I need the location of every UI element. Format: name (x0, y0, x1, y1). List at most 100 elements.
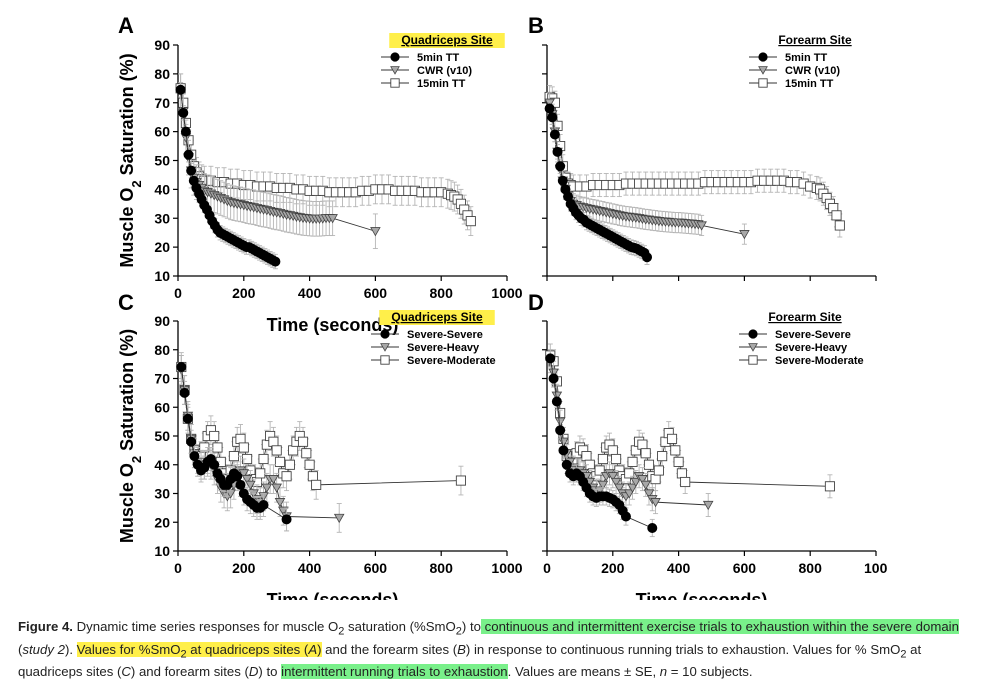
data-point-triangle (643, 489, 655, 499)
data-point-circle (548, 373, 559, 384)
legend-entry: 15min TT (785, 78, 834, 90)
data-point-triangle (327, 214, 338, 224)
x-tick-label: 0 (543, 560, 551, 576)
y-tick-label: 10 (154, 543, 170, 559)
panel-letter: A (118, 13, 134, 38)
y-axis-label: Muscle O2 Saturation (%) (117, 329, 144, 543)
data-point-square (390, 78, 400, 88)
data-point-circle (189, 451, 200, 462)
data-point-square (831, 210, 842, 221)
panel-letter: C (118, 290, 134, 315)
data-point-circle (558, 445, 569, 456)
data-point-square (640, 448, 651, 459)
data-point-triangle (758, 66, 768, 75)
data-point-triangle (274, 498, 286, 508)
data-point-square (594, 465, 605, 476)
y-tick-label: 90 (154, 37, 170, 53)
x-tick-label: 0 (174, 285, 182, 301)
x-tick-label: 800 (430, 285, 454, 301)
data-point-circle (183, 149, 194, 160)
x-tick-label: 200 (232, 285, 256, 301)
caption-text: at quadriceps sites ( (186, 641, 309, 657)
caption-subscript: 2 (455, 625, 462, 638)
data-point-circle (561, 459, 572, 470)
series-15min-tt (544, 84, 845, 238)
legend-entry: CWR (v10) (785, 65, 840, 77)
caption-text: . Values are means ± SE, (507, 664, 660, 680)
caption-text: at quadriceps sites ( (18, 641, 922, 680)
data-point-circle (380, 329, 390, 339)
caption-text: ) and forearm sites ( (130, 664, 249, 680)
data-point-circle (544, 103, 555, 114)
y-tick-label: 60 (154, 124, 170, 140)
data-point-circle (281, 514, 292, 525)
data-point-square (465, 216, 476, 227)
data-point-square (209, 430, 220, 442)
series-15min-tt (175, 73, 476, 237)
caption-emphasis: B (457, 641, 466, 657)
data-point-circle (547, 112, 558, 123)
data-point-circle (182, 413, 193, 424)
data-point-circle (186, 436, 197, 447)
data-point-square (607, 445, 618, 456)
legend-title: Forearm Site (768, 310, 842, 324)
data-point-circle (390, 52, 400, 62)
caption-text: Values for %SmO (76, 641, 181, 657)
caption-emphasis: study 2 (22, 641, 65, 657)
x-tick-label: 1000 (491, 285, 522, 301)
x-tick-label: 600 (364, 285, 388, 301)
x-axis-label: Time (seconds) (636, 590, 768, 600)
data-point-square (268, 436, 279, 447)
data-point-triangle (610, 477, 622, 488)
x-tick-label: 400 (298, 285, 322, 301)
caption-subscript: 2 (338, 625, 345, 638)
x-tick-label: 600 (364, 560, 388, 576)
caption-highlight-quadriceps: Values for %SmO2 at quadriceps sites (A) (76, 641, 322, 660)
caption-emphasis: n (659, 664, 668, 680)
x-tick-label: 200 (601, 560, 625, 576)
data-point-triangle (630, 477, 642, 488)
data-point-square (380, 355, 390, 365)
data-point-triangle (390, 66, 400, 75)
data-point-triangle (333, 513, 345, 524)
y-tick-label: 40 (154, 181, 170, 197)
y-tick-label: 40 (154, 457, 170, 473)
data-point-square (824, 481, 835, 492)
data-point-triangle (268, 475, 279, 485)
caption-highlight-intermittent: intermittent running trials to exhaustio… (281, 664, 508, 680)
data-point-square (238, 442, 249, 453)
x-tick-label: 1000 (491, 560, 522, 576)
data-point-square (643, 459, 655, 470)
figure-caption: Figure 4. Dynamic time series responses … (18, 618, 983, 681)
data-point-square (581, 451, 592, 462)
data-point-square (304, 459, 315, 470)
caption-figure-label: Figure 4. (18, 619, 73, 634)
data-point-triangle (245, 480, 256, 491)
data-point-circle (180, 126, 191, 137)
data-point-square (284, 459, 295, 470)
data-point-triangle (277, 506, 289, 516)
data-point-triangle (241, 475, 253, 485)
data-point-circle (232, 471, 243, 482)
caption-text: ) in response to continuous running tria… (465, 641, 901, 657)
x-tick-label: 400 (667, 560, 691, 576)
data-point-circle (555, 161, 566, 172)
data-point-triangle (627, 483, 638, 493)
series-cwr-v10- (544, 92, 750, 245)
series-cwr-v10- (175, 73, 381, 250)
data-point-square (274, 456, 286, 467)
data-point-square (307, 471, 318, 482)
x-tick-label: 0 (174, 560, 182, 576)
legend-entry: Severe-Moderate (407, 355, 496, 367)
series-5min-tt (544, 100, 653, 265)
data-point-square (657, 451, 668, 462)
panel-d: D 0 200 400 600 800 100 Time (seconds) Forearm S… (528, 290, 888, 600)
legend-entry: Severe-Heavy (407, 342, 480, 354)
panel-letter: B (528, 13, 544, 38)
data-point-triangle (597, 480, 609, 491)
caption-text: saturation (%SmO (344, 619, 456, 634)
data-point-square (748, 355, 758, 365)
data-point-square (653, 465, 664, 476)
